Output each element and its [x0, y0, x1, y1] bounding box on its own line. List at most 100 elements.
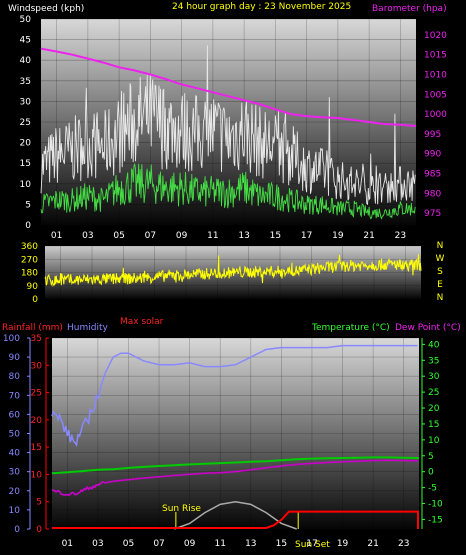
gust-line: [40, 45, 416, 206]
rainfall-line: [52, 510, 419, 529]
barometer-tick-label: 1010: [424, 70, 447, 80]
temp-tick-label: -10: [428, 500, 443, 510]
humidity-label: Humidity: [67, 323, 108, 333]
wind-x-tick-label: 05: [113, 231, 124, 241]
temp-tick-label: 35: [428, 356, 439, 366]
barometer-tick-label: 990: [424, 150, 441, 160]
rain-tick-label: 30: [31, 361, 43, 371]
barometer-tick-label: 1015: [424, 51, 447, 61]
temp-tick-label: 10: [428, 436, 440, 446]
barometer-y-axis: 975 980 985 990 995 1000 1005 1010 1015 1020: [424, 31, 447, 219]
rain-x-tick-label: 01: [62, 539, 73, 549]
barometer-tick-label: 975: [424, 209, 441, 219]
direction-tick-label: 0: [32, 295, 38, 305]
sun-set-label: Sun Set: [295, 540, 330, 550]
compass-label: N: [437, 241, 444, 251]
humidity-tick-label: 90: [9, 353, 21, 363]
wind-tick-label: 15: [20, 159, 31, 169]
temperature-y-axis: -15 -10 -5 0 5 10 15 20 25 30 35 40: [421, 338, 443, 529]
sun-rise-label: Sun Rise: [162, 504, 201, 514]
direction-line: [44, 254, 422, 288]
wind-x-tick-label: 17: [301, 231, 312, 241]
temp-tick-label: 15: [428, 420, 439, 430]
rain-tick-label: 20: [31, 416, 43, 426]
barometer-line: [40, 47, 417, 127]
rain-x-axis: 01 03 05 07 09 11 13 15 17 19 21 23: [62, 539, 410, 549]
humidity-tick-label: 80: [9, 372, 21, 382]
rain-x-tick-label: 23: [398, 539, 409, 549]
rain-tick-label: 25: [31, 389, 42, 399]
gust-series: [40, 45, 416, 206]
barometer-tick-label: 1020: [424, 31, 447, 41]
temp-tick-label: 30: [428, 372, 440, 382]
humidity-tick-label: 20: [9, 487, 21, 497]
rain-grid: [52, 337, 419, 530]
barometer-label: Barometer (hpa): [372, 4, 447, 14]
wind-y-axis: 0 5 10 15 20 25 30 35 40 45 50: [20, 15, 32, 231]
windspeed-series: [40, 162, 416, 220]
compass-label: S: [437, 267, 443, 277]
dew-point-line: [51, 459, 418, 496]
rain-plot-area: [52, 338, 419, 529]
rain-x-tick-label: 21: [367, 539, 378, 549]
direction-tick-label: 180: [21, 269, 38, 279]
compass-label: N: [437, 293, 444, 303]
rain-x-tick-label: 11: [214, 539, 225, 549]
humidity-tick-label: 0: [14, 525, 20, 535]
rain-x-tick-label: 03: [92, 539, 103, 549]
temp-tick-label: 5: [428, 452, 434, 462]
wind-x-tick-label: 01: [51, 231, 62, 241]
humidity-tick-label: 10: [9, 506, 21, 516]
wind-x-tick-label: 21: [363, 231, 374, 241]
barometer-tick-label: 985: [424, 170, 441, 180]
temp-tick-label: 0: [428, 468, 434, 478]
direction-grid: [45, 245, 421, 300]
humidity-tick-label: 50: [9, 430, 21, 440]
humidity-tick-label: 40: [9, 449, 21, 459]
direction-tick-label: 90: [27, 282, 39, 292]
wind-x-axis: 01 03 05 07 09 11 13 15 17 19 21 23: [51, 231, 406, 241]
max-solar-label: Max solar: [120, 317, 164, 327]
humidity-tick-label: 30: [9, 468, 21, 478]
humidity-tick-label: 60: [9, 410, 21, 420]
temperature-line: [51, 456, 420, 475]
wind-tick-label: 50: [20, 15, 32, 25]
wind-x-tick-label: 11: [207, 231, 218, 241]
direction-tick-label: 270: [21, 255, 38, 265]
barometer-series: [40, 47, 417, 127]
max-solar-line: [174, 500, 297, 530]
rainfall-label: Rainfall (mm): [2, 323, 63, 333]
rain-tick-label: 15: [31, 443, 42, 453]
wind-x-tick-label: 07: [145, 231, 156, 241]
temp-tick-label: -15: [428, 515, 443, 525]
barometer-tick-label: 1000: [424, 110, 447, 120]
rain-tick-label: 5: [36, 498, 42, 508]
wind-x-tick-label: 23: [395, 231, 406, 241]
wind-x-tick-label: 09: [176, 231, 188, 241]
wind-tick-label: 20: [20, 139, 32, 149]
wind-x-tick-label: 13: [238, 231, 249, 241]
rain-tick-label: 35: [31, 334, 42, 344]
humidity-tick-label: 100: [3, 334, 20, 344]
wind-x-tick-label: 03: [82, 231, 93, 241]
barometer-tick-label: 980: [424, 189, 441, 199]
windspeed-line: [40, 162, 416, 220]
direction-tick-label: 360: [21, 242, 38, 252]
rain-tick-label: 10: [31, 470, 43, 480]
rain-x-tick-label: 15: [276, 539, 287, 549]
direction-series: [44, 254, 422, 288]
wind-x-tick-label: 15: [270, 231, 281, 241]
rain-tick-label: 0: [36, 525, 42, 535]
temperature-label: Temperature (°C): [311, 323, 390, 333]
wind-tick-label: 5: [25, 200, 31, 210]
wind-tick-label: 30: [20, 97, 32, 107]
rain-x-tick-label: 07: [153, 539, 164, 549]
compass-label: E: [437, 280, 443, 290]
rain-x-tick-label: 17: [306, 539, 317, 549]
rain-x-tick-label: 09: [184, 539, 196, 549]
rain-x-tick-label: 13: [245, 539, 256, 549]
rain-x-tick-label: 19: [337, 539, 349, 549]
temp-tick-label: -5: [428, 484, 437, 494]
